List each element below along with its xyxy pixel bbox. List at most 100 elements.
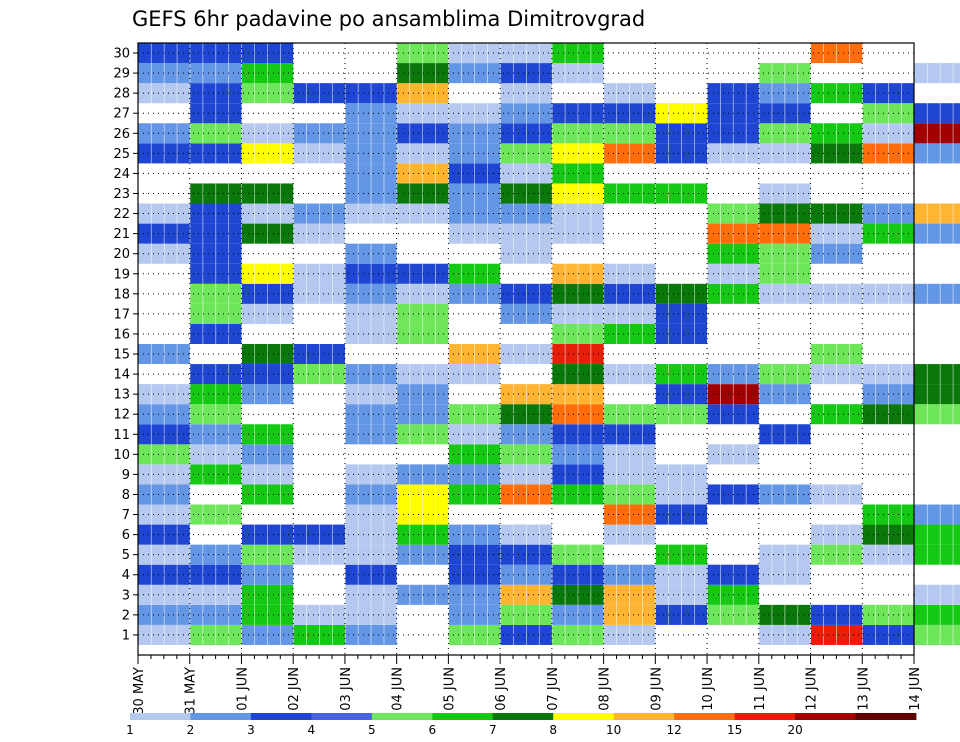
heatmap-cell [539,484,552,505]
heatmap-cell [358,464,371,485]
heatmap-cell [681,103,695,124]
heatmap-cell [681,464,695,485]
heatmap-cell [629,263,643,284]
heatmap-cell [280,183,294,204]
heatmap-cell [371,384,384,405]
heatmap-cell [539,604,552,625]
heatmap-cell [888,384,902,405]
heatmap-cell [927,604,940,625]
heatmap-cell [190,143,203,164]
heatmap-cell [798,223,811,244]
heatmap-cell [500,163,514,184]
heatmap-cell [513,444,526,465]
x-tick-label: 03 JUN [339,667,354,711]
heatmap-cell [229,384,242,405]
heatmap-cell [203,203,216,224]
heatmap-cell [448,123,462,144]
heatmap-cell [513,303,526,324]
heatmap-cell [642,584,656,605]
heatmap-cell [914,103,927,124]
heatmap-cell [901,524,914,545]
heatmap-cell [319,83,332,104]
heatmap-cell [823,43,837,64]
heatmap-cell [681,123,695,144]
heatmap-cell [565,384,578,405]
heatmap-cell [526,123,539,144]
heatmap-cell [254,484,268,505]
heatmap-cell [345,243,358,264]
heatmap-cell [138,384,151,405]
heatmap-cell [668,604,682,625]
heatmap-cell [423,303,436,324]
heatmap-cell [500,203,514,224]
heatmap-cell [642,604,656,625]
heatmap-cell [254,43,268,64]
heatmap-cell [435,464,449,485]
heatmap-cell [733,364,746,385]
heatmap-cell [435,163,449,184]
heatmap-cell [423,323,436,344]
heatmap-cell [500,103,514,124]
heatmap-cell [811,223,824,244]
heatmap-cell [151,83,164,104]
heatmap-cell [384,484,397,505]
heatmap-cell [216,404,229,425]
heatmap-cell [940,103,953,124]
heatmap-cell [448,444,462,465]
heatmap-cell [190,203,203,224]
heatmap-cell [216,424,229,445]
heatmap-cell [423,464,436,485]
heatmap-cell [655,464,669,485]
heatmap-cell [668,323,682,344]
heatmap-cell [849,524,863,545]
heatmap-cell [655,283,669,304]
heatmap-cell [448,63,462,84]
heatmap-cell [151,404,164,425]
heatmap-cell [578,464,591,485]
heatmap-cell [733,384,746,405]
heatmap-cell [229,43,242,64]
heatmap-cell [565,464,578,485]
heatmap-cell [888,103,902,124]
heatmap-cell [500,444,514,465]
heatmap-cell [668,103,682,124]
heatmap-cell [578,103,591,124]
heatmap-cell [694,564,708,585]
heatmap-cell [306,604,320,625]
heatmap-cell [811,83,824,104]
heatmap-cell [785,83,798,104]
heatmap-cell [875,103,889,124]
heatmap-cell [811,484,824,505]
heatmap-cell [203,123,216,144]
heatmap-cell [267,123,281,144]
heatmap-cell [875,504,889,525]
heatmap-cell [410,384,423,405]
heatmap-cell [151,243,164,264]
heatmap-cell [345,323,358,344]
heatmap-cell [138,123,151,144]
heatmap-cell [655,323,669,344]
heatmap-cell [500,604,514,625]
heatmap-cell [358,83,371,104]
heatmap-cell [254,524,268,545]
heatmap-cell [655,404,669,425]
heatmap-cell [875,83,889,104]
heatmap-cell [164,424,177,445]
heatmap-cell [914,544,927,565]
heatmap-cell [927,283,940,304]
heatmap-cell [578,484,591,505]
y-tick-label: 30 [113,47,130,62]
heatmap-cell [384,143,397,164]
heatmap-cell [500,584,514,605]
heatmap-cell [384,584,397,605]
heatmap-cell [410,404,423,425]
heatmap-cell [280,384,294,405]
heatmap-cell [901,364,914,385]
heatmap-cell [888,143,902,164]
heatmap-cell [655,504,669,525]
heatmap-cell [629,604,643,625]
heatmap-cell [448,283,462,304]
heatmap-cell [513,564,526,585]
heatmap-cell [668,183,682,204]
heatmap-cell [138,243,151,264]
